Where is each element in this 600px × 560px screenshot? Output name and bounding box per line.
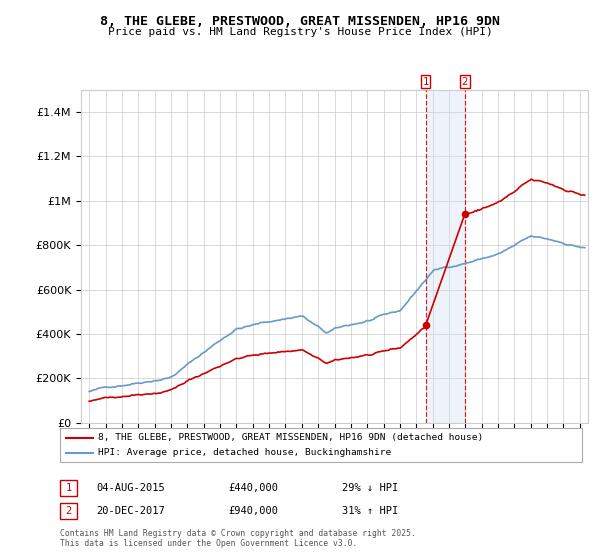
Text: HPI: Average price, detached house, Buckinghamshire: HPI: Average price, detached house, Buck…	[98, 448, 391, 457]
Text: 8, THE GLEBE, PRESTWOOD, GREAT MISSENDEN, HP16 9DN: 8, THE GLEBE, PRESTWOOD, GREAT MISSENDEN…	[100, 15, 500, 28]
Text: Contains HM Land Registry data © Crown copyright and database right 2025.
This d: Contains HM Land Registry data © Crown c…	[60, 529, 416, 548]
Text: 1: 1	[422, 77, 429, 87]
Text: 04-AUG-2015: 04-AUG-2015	[96, 483, 165, 493]
Text: Price paid vs. HM Land Registry's House Price Index (HPI): Price paid vs. HM Land Registry's House …	[107, 27, 493, 38]
Text: 31% ↑ HPI: 31% ↑ HPI	[342, 506, 398, 516]
Bar	[426, 90, 465, 423]
Text: 2: 2	[65, 506, 71, 516]
Text: 8, THE GLEBE, PRESTWOOD, GREAT MISSENDEN, HP16 9DN (detached house): 8, THE GLEBE, PRESTWOOD, GREAT MISSENDEN…	[98, 433, 483, 442]
Text: 29% ↓ HPI: 29% ↓ HPI	[342, 483, 398, 493]
Text: 2: 2	[462, 77, 468, 87]
Text: 1: 1	[65, 483, 71, 493]
Text: £940,000: £940,000	[228, 506, 278, 516]
Text: 20-DEC-2017: 20-DEC-2017	[96, 506, 165, 516]
Text: £440,000: £440,000	[228, 483, 278, 493]
